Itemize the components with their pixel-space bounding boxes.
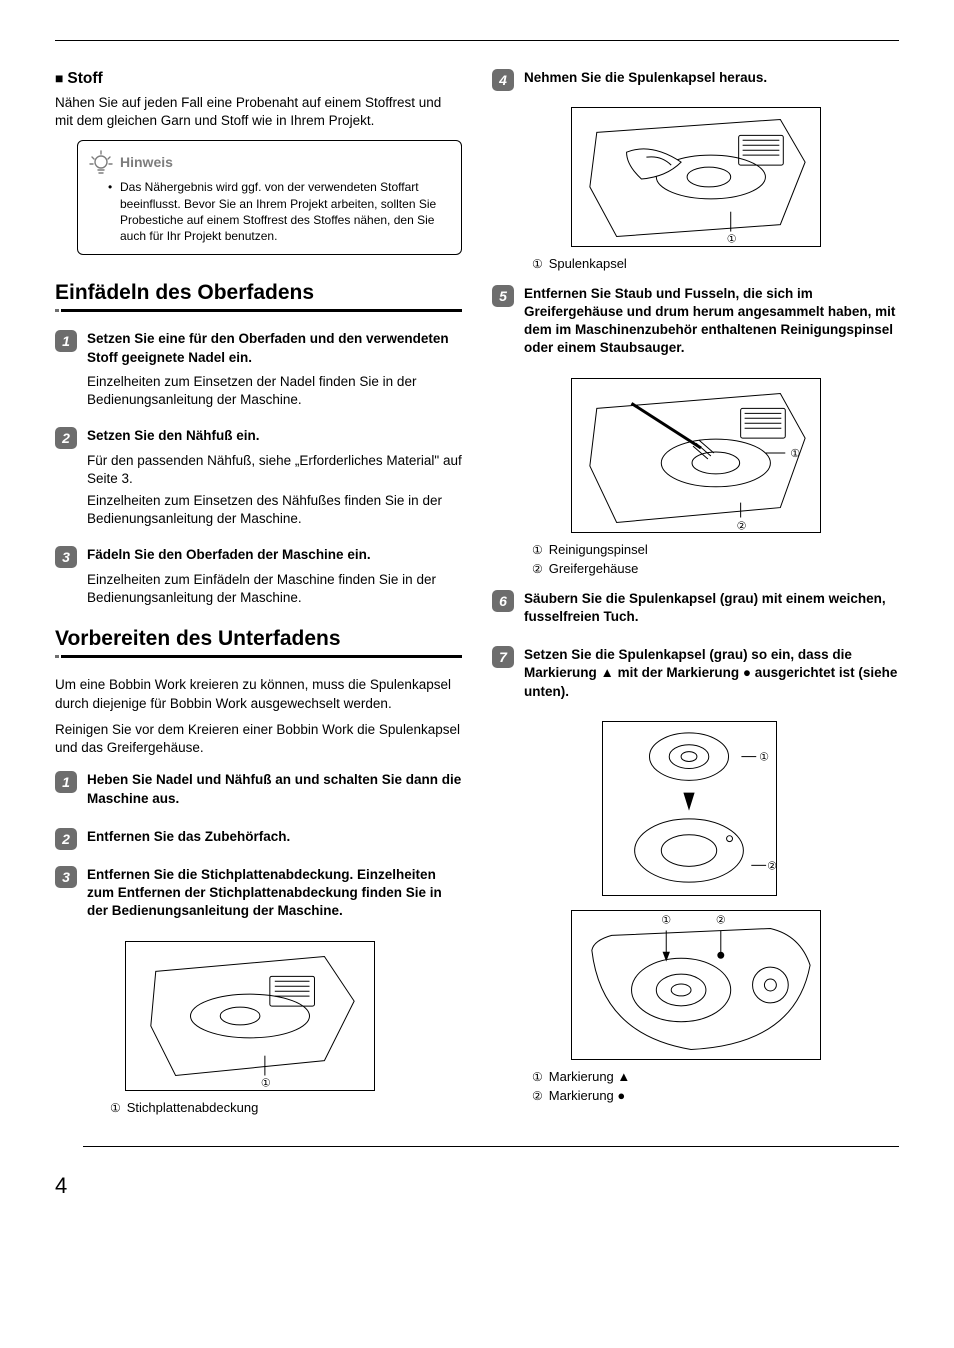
step-2-3: 3 Entfernen Sie die Stichplattenabdeckun… [55,866,462,927]
step-text: Einzelheiten zum Einsetzen des Nähfußes … [87,492,462,528]
step-title: Heben Sie Nadel und Nähfuß an und schalt… [87,771,462,807]
step-2-1: 1 Heben Sie Nadel und Nähfuß an und scha… [55,771,462,813]
step-title: Setzen Sie den Nähfuß ein. [87,427,462,445]
step-text: Einzelheiten zum Einfädeln der Maschine … [87,571,462,607]
svg-text:②: ② [736,520,746,532]
left-column: Stoff Nähen Sie auf jeden Fall eine Prob… [55,69,462,1128]
caption-text: Markierung ▲ [549,1068,631,1086]
step-1-2: 2 Setzen Sie den Nähfuß ein. Für den pas… [55,427,462,532]
svg-text:②: ② [715,914,725,926]
note-title: Hinweis [120,153,173,172]
step-text: Für den passenden Nähfuß, siehe „Erforde… [87,452,462,488]
caption-item: ① Spulenkapsel [532,255,899,273]
intro-text: Nähen Sie auf jeden Fall eine Probenaht … [55,94,462,130]
caption-item: ① Markierung ▲ [532,1068,899,1086]
caption-item: ② Markierung ● [532,1087,899,1105]
step-badge: 3 [55,866,77,888]
step-title: Setzen Sie eine für den Oberfaden und de… [87,330,462,366]
step-badge: 4 [492,69,514,91]
step-badge: 6 [492,590,514,612]
step-badge: 1 [55,330,77,352]
step-badge: 5 [492,285,514,307]
step-title: Säubern Sie die Spulenkapsel (grau) mit … [524,590,899,626]
step-badge: 3 [55,546,77,568]
figure-greifer-detail: ① ② [571,910,821,1060]
subheading-stoff: Stoff [55,69,462,90]
svg-text:①: ① [261,1077,271,1089]
caption-item: ① Stichplattenabdeckung [110,1099,462,1117]
svg-text:①: ① [726,234,736,246]
figure-stichplatte: ① [125,941,375,1091]
caption-text: Spulenkapsel [549,255,627,273]
caption-text: Reinigungspinsel [549,541,648,559]
step-title: Fädeln Sie den Oberfaden der Maschine ei… [87,546,462,564]
step-title: Nehmen Sie die Spulenkapsel heraus. [524,69,899,87]
caption-text: Markierung ● [549,1087,626,1105]
step-text: Einzelheiten zum Einsetzen der Nadel fin… [87,373,462,409]
svg-text:①: ① [790,448,800,460]
step-r-4: 4 Nehmen Sie die Spulenkapsel heraus. [492,69,899,93]
svg-text:①: ① [661,914,671,926]
caption-text: Stichplattenabdeckung [127,1099,259,1117]
right-column: 4 Nehmen Sie die Spulenkapsel heraus. ① [492,69,899,1128]
section-title-oberfaden: Einfädeln des Oberfadens [55,279,462,307]
step-badge: 1 [55,771,77,793]
page-number: 4 [55,1171,899,1201]
svg-text:①: ① [759,751,769,763]
step-title: Entfernen Sie das Zubehörfach. [87,828,462,846]
step-2-2: 2 Entfernen Sie das Zubehörfach. [55,828,462,852]
caption-text: Greifergehäuse [549,560,639,578]
figure-spulenkapsel-remove: ① [571,107,821,247]
step-title: Entfernen Sie Staub und Fusseln, die sic… [524,285,899,358]
caption-item: ① Reinigungspinsel [532,541,899,559]
step-r-6: 6 Säubern Sie die Spulenkapsel (grau) mi… [492,590,899,632]
step-title: Entfernen Sie die Stichplattenabdeckung.… [87,866,462,921]
section2-intro2: Reinigen Sie vor dem Kreieren einer Bobb… [55,721,462,757]
svg-text:②: ② [767,860,776,872]
step-title: Setzen Sie die Spulenkapsel (grau) so ei… [524,646,899,701]
note-box: Hinweis Das Nähergebnis wird ggf. von de… [77,140,462,255]
step-r-5: 5 Entfernen Sie Staub und Fusseln, die s… [492,285,899,364]
figure-reinigung: ① ② [571,378,821,533]
lightbulb-icon [88,149,114,175]
note-body: Das Nähergebnis wird ggf. von der verwen… [120,179,449,244]
section2-intro1: Um eine Bobbin Work kreieren zu können, … [55,676,462,712]
step-r-7: 7 Setzen Sie die Spulenkapsel (grau) so … [492,646,899,707]
figure-spulenkapsel-align: ① ② [602,721,777,896]
step-1-1: 1 Setzen Sie eine für den Oberfaden und … [55,330,462,413]
step-1-3: 3 Fädeln Sie den Oberfaden der Maschine … [55,546,462,611]
step-badge: 2 [55,828,77,850]
step-badge: 2 [55,427,77,449]
caption-item: ② Greifergehäuse [532,560,899,578]
step-badge: 7 [492,646,514,668]
section-title-unterfaden: Vorbereiten des Unterfadens [55,625,462,653]
